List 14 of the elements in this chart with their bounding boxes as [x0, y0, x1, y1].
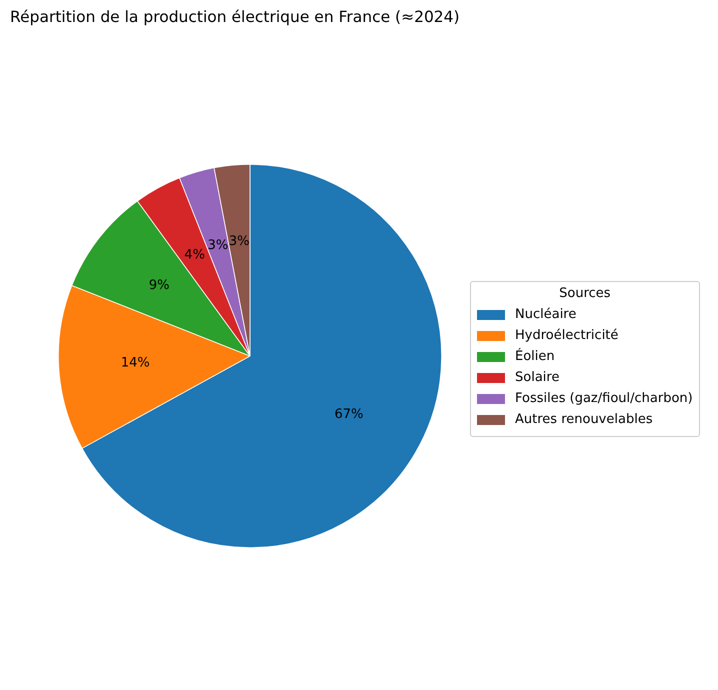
legend-label: Hydroélectricité — [515, 328, 618, 343]
legend-label: Nucléaire — [515, 307, 576, 322]
legend-label: Autres renouvelables — [515, 412, 653, 427]
chart-title: Répartition de la production électrique en France (≈2024) — [10, 8, 460, 26]
data-label: 14% — [120, 356, 150, 371]
data-label: 4% — [184, 248, 205, 263]
data-label: 3% — [208, 238, 228, 253]
data-label: 3% — [228, 234, 250, 249]
data-label: 67% — [334, 406, 364, 422]
legend-title: Sources — [558, 286, 612, 301]
data-label: 9% — [148, 278, 170, 293]
legend-label: Éolien — [515, 349, 555, 364]
legend-label: Fossiles (gaz/fioul/charbon) — [515, 391, 693, 406]
legend-label: Solaire — [515, 370, 560, 385]
